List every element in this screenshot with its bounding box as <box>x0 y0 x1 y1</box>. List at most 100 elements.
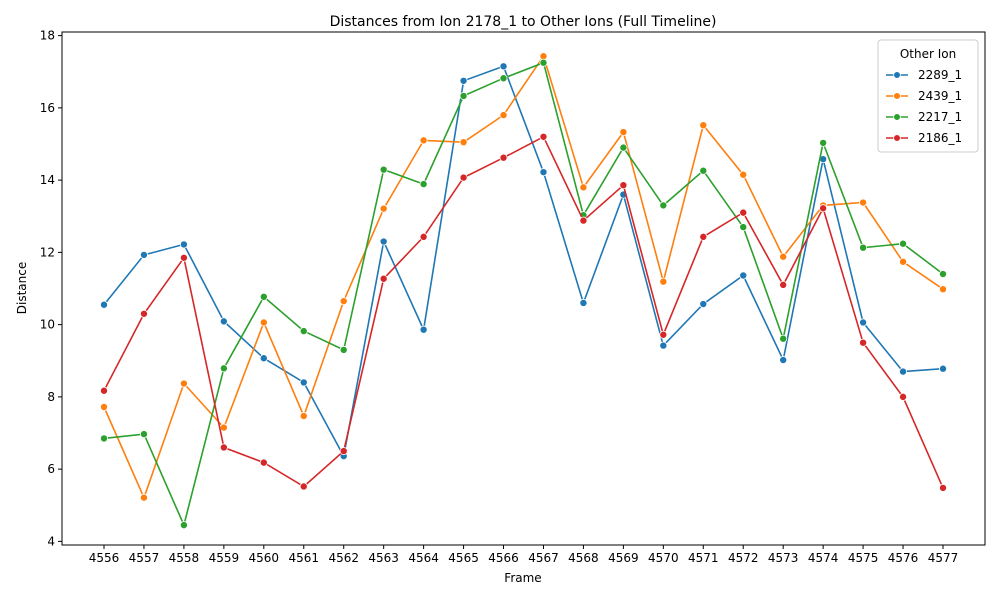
x-tick-label: 4558 <box>169 551 200 565</box>
data-point <box>139 493 148 502</box>
data-point <box>859 338 868 347</box>
y-tick-label: 10 <box>40 318 55 332</box>
data-point <box>419 180 428 189</box>
plot-area <box>100 52 948 530</box>
y-tick-label: 18 <box>40 29 55 43</box>
y-axis: 4 6 8 10 12 14 16 18 <box>40 29 62 548</box>
x-tick-label: 4573 <box>768 551 799 565</box>
x-tick-label: 4576 <box>888 551 919 565</box>
x-tick-label: 4571 <box>688 551 719 565</box>
legend-marker <box>893 113 901 121</box>
series-line <box>103 135 944 489</box>
legend-item: 2439_1 <box>886 89 962 103</box>
data-point <box>579 298 588 307</box>
legend-label: 2289_1 <box>918 68 962 82</box>
x-tick-label: 4568 <box>568 551 599 565</box>
legend-box <box>877 39 979 153</box>
data-point <box>259 458 268 467</box>
data-point <box>299 482 308 491</box>
data-point <box>139 430 148 439</box>
data-point <box>299 378 308 387</box>
data-point <box>100 386 109 395</box>
legend-marker <box>893 92 901 100</box>
data-point <box>100 434 109 443</box>
data-point <box>219 317 228 326</box>
series-2217_1 <box>100 58 948 530</box>
legend-marker <box>893 134 901 142</box>
y-axis-label: Distance <box>15 262 29 314</box>
data-point <box>259 292 268 301</box>
series-2186_1 <box>100 132 948 492</box>
plot-frame <box>61 31 986 546</box>
data-point <box>179 379 188 388</box>
data-point <box>339 345 348 354</box>
data-point <box>899 367 908 376</box>
y-tick-label: 4 <box>47 534 55 548</box>
x-tick-label: 4574 <box>808 551 839 565</box>
x-tick-label: 4567 <box>528 551 559 565</box>
data-point <box>899 392 908 401</box>
data-point <box>659 277 668 286</box>
data-point <box>339 297 348 306</box>
y-tick-label: 12 <box>40 245 55 259</box>
y-tick-label: 8 <box>47 390 55 404</box>
x-tick-label: 4577 <box>928 551 959 565</box>
data-point <box>219 423 228 432</box>
legend-marker <box>893 71 901 79</box>
x-axis: 4556 4557 4558 4559 4560 4561 4562 4563 4564 4565… <box>89 545 959 565</box>
data-point <box>339 447 348 456</box>
data-point <box>459 91 468 100</box>
data-point <box>379 237 388 246</box>
data-point <box>619 143 628 152</box>
data-point <box>139 250 148 259</box>
data-point <box>499 153 508 162</box>
x-axis-label: Frame <box>504 571 541 585</box>
data-point <box>619 181 628 190</box>
data-point <box>179 521 188 530</box>
data-point <box>779 356 788 365</box>
data-point <box>619 128 628 137</box>
series-line <box>103 65 944 459</box>
data-point <box>459 173 468 182</box>
data-point <box>299 327 308 336</box>
data-point <box>779 280 788 289</box>
data-point <box>899 239 908 248</box>
data-point <box>859 318 868 327</box>
data-point <box>859 243 868 252</box>
x-tick-label: 4563 <box>368 551 399 565</box>
legend: Other Ion 2289_1 2439_1 2217_1 2186_1 <box>877 39 979 153</box>
data-point <box>219 443 228 452</box>
data-point <box>299 412 308 421</box>
data-point <box>419 232 428 241</box>
data-point <box>419 325 428 334</box>
data-point <box>939 270 948 279</box>
data-point <box>699 121 708 130</box>
legend-item: 2289_1 <box>886 68 962 82</box>
data-point <box>579 183 588 192</box>
legend-label: 2439_1 <box>918 89 962 103</box>
x-tick-label: 4560 <box>249 551 280 565</box>
data-point <box>179 240 188 249</box>
x-tick-label: 4569 <box>608 551 639 565</box>
y-tick-label: 14 <box>40 173 55 187</box>
data-point <box>739 170 748 179</box>
x-tick-label: 4562 <box>328 551 359 565</box>
data-point <box>659 201 668 210</box>
data-point <box>699 232 708 241</box>
data-point <box>659 341 668 350</box>
data-point <box>419 136 428 145</box>
legend-label: 2186_1 <box>918 131 962 145</box>
data-point <box>219 364 228 373</box>
data-point <box>939 285 948 294</box>
legend-title: Other Ion <box>900 47 956 61</box>
x-tick-label: 4561 <box>288 551 319 565</box>
x-tick-label: 4570 <box>648 551 679 565</box>
data-point <box>459 138 468 147</box>
x-tick-label: 4572 <box>728 551 759 565</box>
data-point <box>539 168 548 177</box>
x-tick-label: 4557 <box>129 551 160 565</box>
data-point <box>499 111 508 120</box>
data-point <box>499 62 508 71</box>
data-point <box>659 330 668 339</box>
